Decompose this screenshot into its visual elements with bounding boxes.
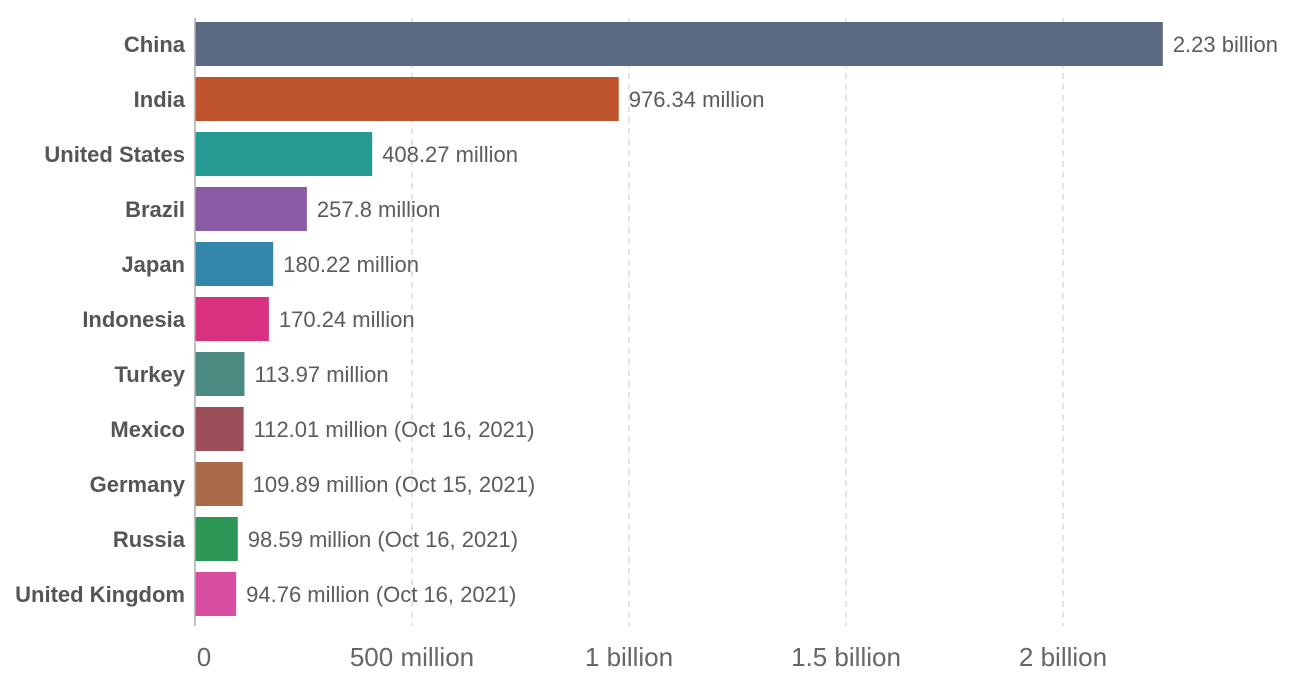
- x-tick-label-1-billion: 1 billion: [585, 642, 673, 672]
- value-label-japan: 180.22 million: [283, 252, 419, 277]
- value-label-china: 2.23 billion: [1173, 32, 1278, 57]
- value-label-united-states: 408.27 million: [382, 142, 518, 167]
- category-label-turkey: Turkey: [114, 362, 185, 387]
- category-label-germany: Germany: [90, 472, 186, 497]
- category-label-indonesia: Indonesia: [82, 307, 185, 332]
- x-axis-ticks: 0 500 million 1 billion 1.5 billion 2 billio…: [197, 642, 1107, 672]
- value-labels: 2.23 billion 976.34 million 408.27 million…: [246, 32, 1278, 607]
- value-label-united-kingdom: 94.76 million (Oct 16, 2021): [246, 582, 516, 607]
- value-label-russia: 98.59 million (Oct 16, 2021): [248, 527, 518, 552]
- value-label-mexico: 112.01 million (Oct 16, 2021): [254, 417, 535, 442]
- x-tick-label-0: 0: [197, 642, 211, 672]
- bar-germany[interactable]: [195, 462, 243, 506]
- category-label-mexico: Mexico: [110, 417, 185, 442]
- category-label-united-kingdom: United Kingdom: [15, 582, 185, 607]
- bar-russia[interactable]: [195, 517, 238, 561]
- category-label-japan: Japan: [121, 252, 185, 277]
- bar-united-states[interactable]: [195, 132, 373, 176]
- value-label-india: 976.34 million: [629, 87, 765, 112]
- category-label-china: China: [124, 32, 186, 57]
- category-label-russia: Russia: [113, 527, 186, 552]
- bar-turkey[interactable]: [195, 352, 245, 396]
- x-tick-label-2-billion: 2 billion: [1019, 642, 1107, 672]
- bars: [195, 22, 1163, 616]
- bar-mexico[interactable]: [195, 407, 244, 451]
- bar-china[interactable]: [195, 22, 1163, 66]
- bar-indonesia[interactable]: [195, 297, 269, 341]
- x-tick-label-1-5-billion: 1.5 billion: [791, 642, 901, 672]
- value-label-indonesia: 170.24 million: [279, 307, 415, 332]
- category-label-india: India: [134, 87, 186, 112]
- x-tick-label-500-million: 500 million: [350, 642, 474, 672]
- bar-japan[interactable]: [195, 242, 274, 286]
- category-label-united-states: United States: [44, 142, 185, 167]
- bar-brazil[interactable]: [195, 187, 307, 231]
- category-labels: China India United States Brazil Japan Indone…: [15, 32, 186, 607]
- value-label-germany: 109.89 million (Oct 15, 2021): [253, 472, 536, 497]
- bar-india[interactable]: [195, 77, 619, 121]
- value-label-turkey: 113.97 million: [254, 362, 388, 387]
- value-label-brazil: 257.8 million: [317, 197, 441, 222]
- category-label-brazil: Brazil: [125, 197, 185, 222]
- bar-united-kingdom[interactable]: [195, 572, 237, 616]
